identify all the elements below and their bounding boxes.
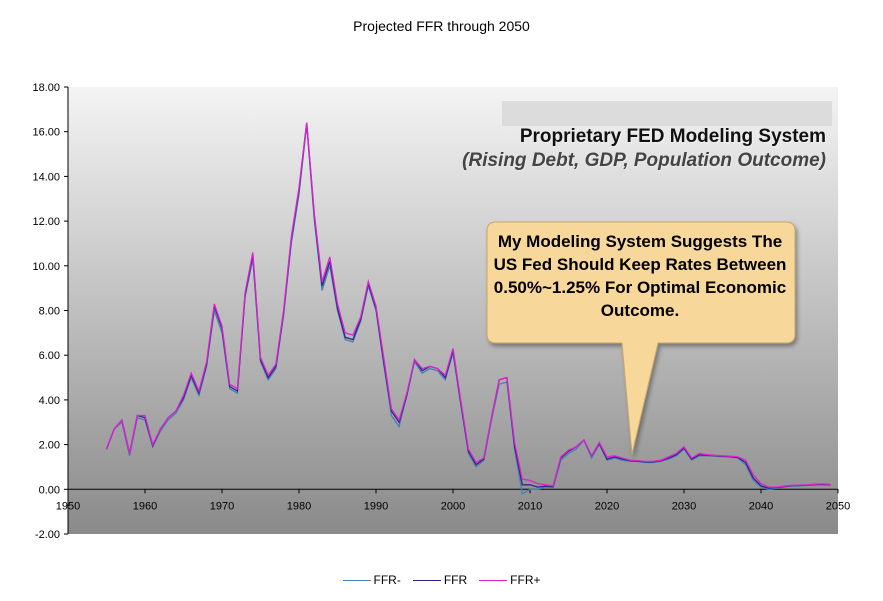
series-layer	[105, 122, 831, 495]
x-tick-label: 2050	[826, 500, 850, 512]
legend-label: FFR+	[510, 573, 541, 587]
legend-label: FFR-	[373, 573, 401, 587]
y-tick-label: 18.00	[32, 82, 60, 94]
x-tick-label: 2010	[518, 500, 542, 512]
x-tick-label: 2030	[672, 500, 696, 512]
legend-item: FFR	[412, 573, 468, 587]
x-tick-label: 2040	[749, 500, 773, 512]
y-tick-label: 16.00	[32, 127, 60, 139]
x-tick-label: 1970	[210, 500, 234, 512]
legend-swatch	[479, 580, 508, 582]
legend-swatch	[342, 580, 371, 582]
x-tick-label: 1950	[56, 500, 80, 512]
x-tick-label: 1980	[287, 500, 311, 512]
legend-item: FFR+	[479, 573, 541, 587]
chart-title: Projected FFR through 2050	[353, 18, 530, 34]
y-tick-label: 12.00	[32, 216, 60, 228]
x-tick-label: 1990	[364, 500, 388, 512]
x-tick-label: 2000	[441, 500, 465, 512]
legend-label: FFR	[443, 573, 468, 587]
legend-swatch	[412, 580, 441, 582]
series-line-ffr	[105, 122, 831, 488]
y-tick-label: 10.00	[32, 261, 60, 273]
y-tick-label: 14.00	[32, 171, 60, 183]
y-tick-label: -2.00	[35, 529, 60, 541]
banner-box	[502, 101, 832, 126]
y-tick-label: 0.00	[39, 484, 60, 496]
proprietary-title: Proprietary FED Modeling System	[519, 126, 826, 147]
y-tick-label: 8.00	[39, 306, 60, 318]
x-tick-label: 1960	[133, 500, 157, 512]
y-tick-label: 6.00	[39, 350, 60, 362]
callout-bubble	[486, 221, 796, 455]
axes: -2.00 0.00 2.00 4.00 6.00 8.00 10.00 12.00 14.00…	[32, 82, 850, 541]
callout-text: My Modeling System Suggests The US Fed S…	[493, 232, 787, 320]
y-tick-label: 4.00	[39, 395, 60, 407]
chart-legend: FFR- FFR FFR+	[0, 573, 883, 587]
x-tick-label: 2020	[595, 500, 619, 512]
y-tick-label: 2.00	[39, 440, 60, 452]
legend-item: FFR-	[342, 573, 401, 587]
proprietary-subtitle: (Rising Debt, GDP, Population Outcome)	[462, 150, 826, 171]
